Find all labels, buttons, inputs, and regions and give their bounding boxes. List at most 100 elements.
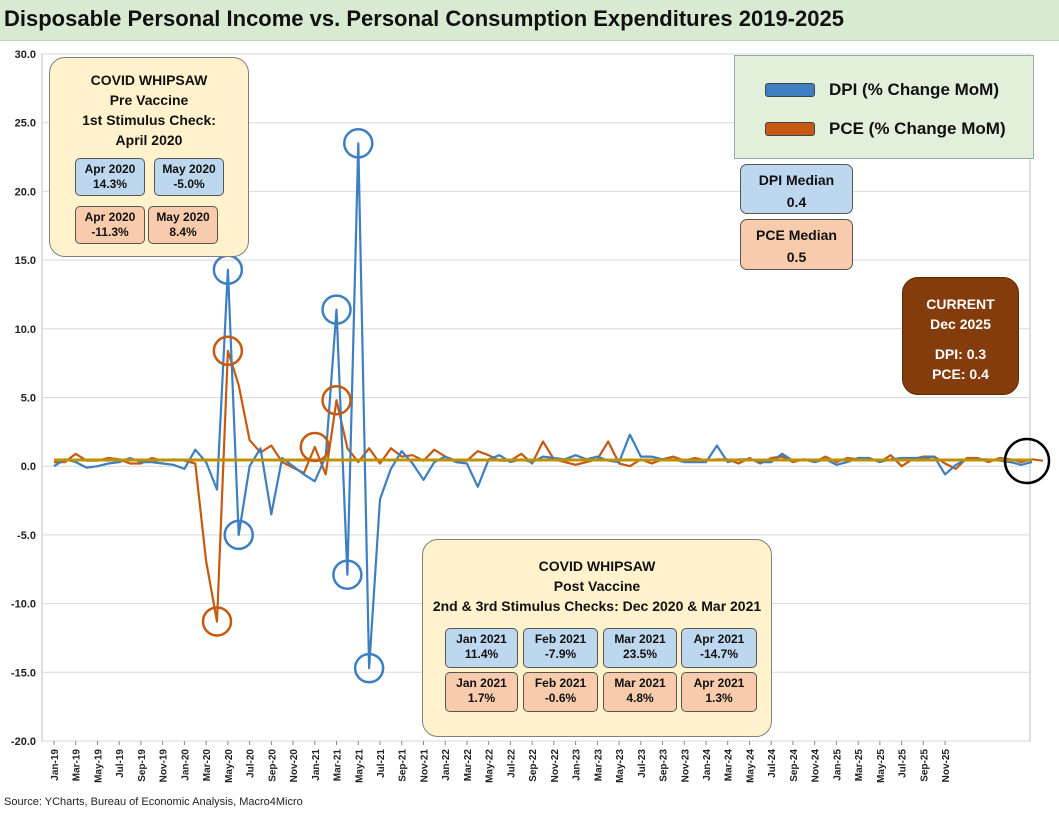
y-tick-label: 25.0 [15, 118, 36, 130]
x-tick-label: Mar-23 [593, 749, 604, 782]
y-tick-label: -15.0 [11, 667, 36, 679]
dpi-feb-2021-marker [332, 559, 363, 590]
y-tick-label: 10.0 [15, 324, 36, 336]
cell-value: -5.0% [173, 177, 205, 191]
legend-label-pce: PCE (% Change MoM) [829, 119, 1006, 138]
y-tick-label: 15.0 [15, 255, 36, 267]
x-tick-label: Jul-20 [246, 749, 257, 778]
x-tick-label: Nov-24 [811, 749, 822, 783]
x-tick-label: Jul-19 [115, 749, 126, 778]
cell-value: 11.4% [464, 647, 499, 661]
cell-label: Apr 2021 [693, 632, 745, 646]
pce-median-box: PCE Median 0.5 [740, 219, 853, 270]
callout-pre-line3: 1st Stimulus Check: [82, 112, 216, 128]
legend-swatch-pce [765, 122, 815, 136]
pce-mar-2021-marker [321, 384, 352, 416]
cell-label: Mar 2021 [614, 632, 666, 646]
cell-value: -11.3% [91, 225, 129, 239]
dpi-jan-2021-marker [321, 294, 352, 325]
x-tick-label: Mar-20 [202, 749, 213, 782]
y-tick-label: -20.0 [11, 736, 36, 748]
pre-dpi-apr-2020: Apr 2020 14.3% [75, 158, 145, 196]
pce-median-value: 0.5 [786, 249, 807, 265]
dpi-apr-2021-marker [353, 652, 385, 684]
cell-label: Feb 2021 [534, 676, 587, 690]
x-tick-label: Sep-23 [659, 749, 670, 782]
title-bar: Disposable Personal Income vs. Personal … [0, 0, 1059, 41]
y-tick-label: 5.0 [21, 393, 36, 405]
cell-value: -0.6% [544, 691, 577, 705]
x-tick-label: May-21 [354, 749, 365, 783]
callout-post-line3: 2nd & 3rd Stimulus Checks: Dec 2020 & Ma… [432, 598, 762, 614]
legend-item-dpi: DPI (% Change MoM) [765, 80, 999, 100]
source-note: Source: YCharts, Bureau of Economic Anal… [4, 796, 303, 808]
x-tick-label: Jan-25 [832, 749, 843, 781]
x-tick-label: May-25 [876, 749, 887, 783]
y-tick-label: -10.0 [11, 599, 36, 611]
x-tick-label: Nov-21 [419, 749, 430, 783]
x-tick-label: Jan-19 [50, 749, 61, 781]
y-tick-label: -5.0 [17, 530, 36, 542]
post-pce-feb-2021: Feb 2021 -0.6% [523, 672, 598, 712]
current-dpi: DPI: 0.3 [934, 346, 987, 362]
x-tick-label: Nov-20 [289, 749, 300, 783]
x-tick-label: Jul-24 [767, 749, 778, 778]
cell-value: -14.7% [699, 647, 739, 661]
x-tick-label: Sep-25 [919, 749, 930, 782]
x-tick-label: Jan-20 [180, 749, 191, 781]
post-dpi-mar-2021: Mar 2021 23.5% [603, 628, 677, 668]
x-tick-label: Nov-22 [550, 749, 561, 783]
cell-value: 14.3% [92, 177, 128, 191]
current-values-box: CURRENT Dec 2025 DPI: 0.3 PCE: 0.4 [902, 277, 1019, 395]
cell-label: Apr 2021 [693, 676, 745, 690]
x-tick-label: May-24 [745, 749, 756, 783]
x-tick-label: Sep-22 [528, 749, 539, 782]
x-tick-label: Mar-21 [333, 749, 344, 782]
x-tick-label: Sep-21 [398, 749, 409, 782]
x-tick-label: Mar-25 [854, 749, 865, 782]
cell-label: May 2020 [162, 162, 216, 176]
x-tick-label: Jan-21 [311, 749, 322, 781]
cell-label: Jan 2021 [456, 632, 507, 646]
x-tick-label: Jan-23 [572, 749, 583, 781]
cell-value: -7.9% [544, 647, 577, 661]
x-tick-label: May-22 [485, 749, 496, 783]
x-tick-label: Mar-24 [724, 749, 735, 782]
x-tick-label: Jul-22 [506, 749, 517, 778]
x-tick-label: May-19 [93, 749, 104, 783]
callout-pre-line2: Pre Vaccine [109, 92, 189, 108]
cell-value: 23.5% [622, 647, 658, 661]
callout-pre-line1: COVID WHIPSAW [90, 72, 208, 88]
x-tick-label: Nov-23 [680, 749, 691, 783]
x-tick-label: May-23 [615, 749, 626, 783]
x-tick-label: May-20 [224, 749, 235, 783]
callout-pre-vaccine: COVID WHIPSAW Pre Vaccine 1st Stimulus C… [49, 57, 249, 257]
pce-may-2020-marker [212, 335, 244, 367]
cell-label: May 2020 [156, 210, 210, 224]
y-tick-label: 0.0 [21, 461, 36, 473]
post-pce-jan-2021: Jan 2021 1.7% [445, 672, 518, 712]
pre-pce-apr-2020: Apr 2020 -11.3% [75, 206, 145, 244]
current-marker [1003, 437, 1051, 485]
post-pce-mar-2021: Mar 2021 4.8% [603, 672, 677, 712]
cell-label: Apr 2020 [84, 210, 136, 224]
x-tick-label: Jul-23 [637, 749, 648, 778]
dpi-may-2020-marker [223, 519, 254, 551]
dpi-median-box: DPI Median 0.4 [740, 164, 853, 214]
pce-median-title: PCE Median [756, 227, 837, 243]
post-dpi-apr-2021: Apr 2021 -14.7% [681, 628, 757, 668]
chart-title: Disposable Personal Income vs. Personal … [4, 6, 844, 31]
pce-jan-2021-marker [299, 431, 331, 463]
x-tick-label: Sep-19 [137, 749, 148, 782]
cell-value: 1.3% [705, 691, 733, 705]
post-dpi-feb-2021: Feb 2021 -7.9% [523, 628, 598, 668]
callout-pre-line4: April 2020 [115, 132, 183, 148]
x-tick-label: Jan-22 [441, 749, 452, 781]
dpi-mar-2021-marker [343, 128, 374, 159]
legend-label-dpi: DPI (% Change MoM) [829, 80, 999, 99]
callout-post-line1: COVID WHIPSAW [538, 558, 656, 574]
post-pce-apr-2021: Apr 2021 1.3% [681, 672, 757, 712]
x-tick-label: Jul-25 [898, 749, 909, 778]
pce-apr-2020-marker [201, 606, 233, 637]
cell-value: 8.4% [169, 225, 197, 239]
